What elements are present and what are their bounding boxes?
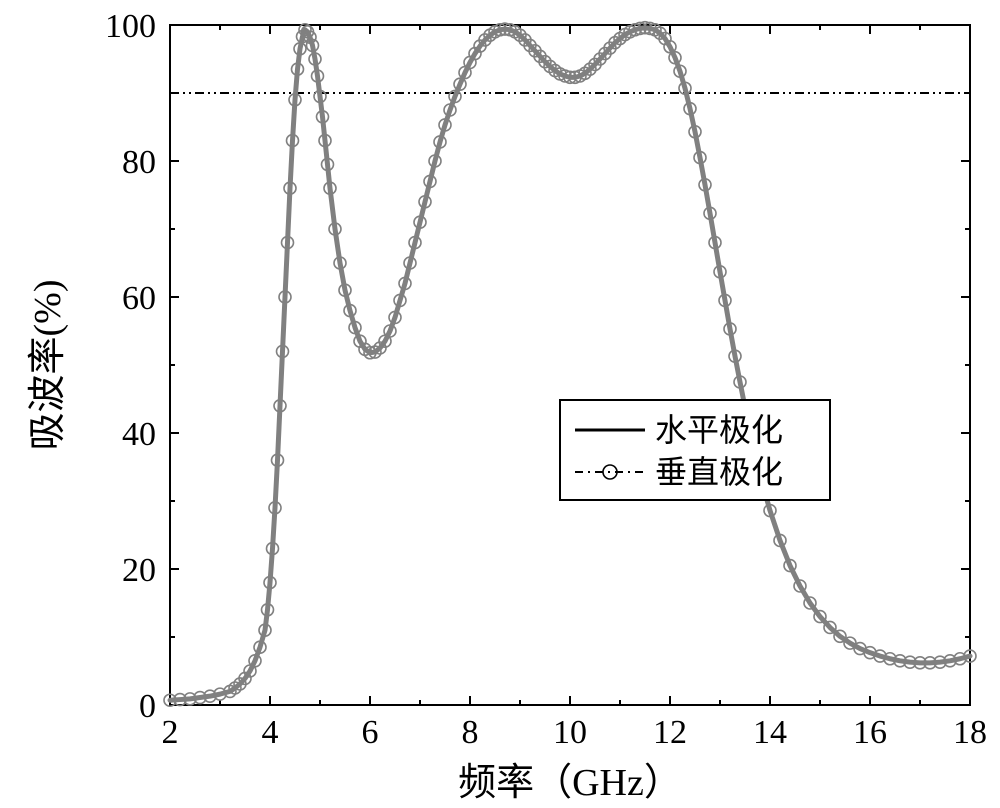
y-tick-label: 40 — [122, 416, 156, 453]
legend-label-1: 水平极化 — [655, 412, 783, 448]
y-tick-label: 80 — [122, 144, 156, 181]
x-tick-label: 4 — [262, 714, 279, 751]
x-tick-label: 10 — [553, 714, 587, 751]
chart-svg: 2 4 6 8 10 12 14 16 18 0 20 40 60 80 100 频率（GHz） 吸波率(%) 水… — [0, 0, 1000, 808]
y-tick-label: 100 — [105, 8, 156, 45]
x-tick-label: 12 — [653, 714, 687, 751]
y-tick-label: 60 — [122, 280, 156, 317]
x-tick-label: 2 — [162, 714, 179, 751]
x-tick-label: 6 — [362, 714, 379, 751]
y-tick-label: 20 — [122, 552, 156, 589]
x-tick-label: 16 — [853, 714, 887, 751]
x-axis-label: 频率（GHz） — [458, 762, 682, 804]
y-tick-label: 0 — [139, 688, 156, 725]
y-axis-label: 吸波率(%) — [27, 280, 69, 451]
x-tick-label: 8 — [462, 714, 479, 751]
x-tick-label: 14 — [753, 714, 787, 751]
legend-label-2: 垂直极化 — [655, 454, 783, 490]
chart-container: 2 4 6 8 10 12 14 16 18 0 20 40 60 80 100 频率（GHz） 吸波率(%) 水… — [0, 0, 1000, 808]
x-tick-label: 18 — [953, 714, 987, 751]
